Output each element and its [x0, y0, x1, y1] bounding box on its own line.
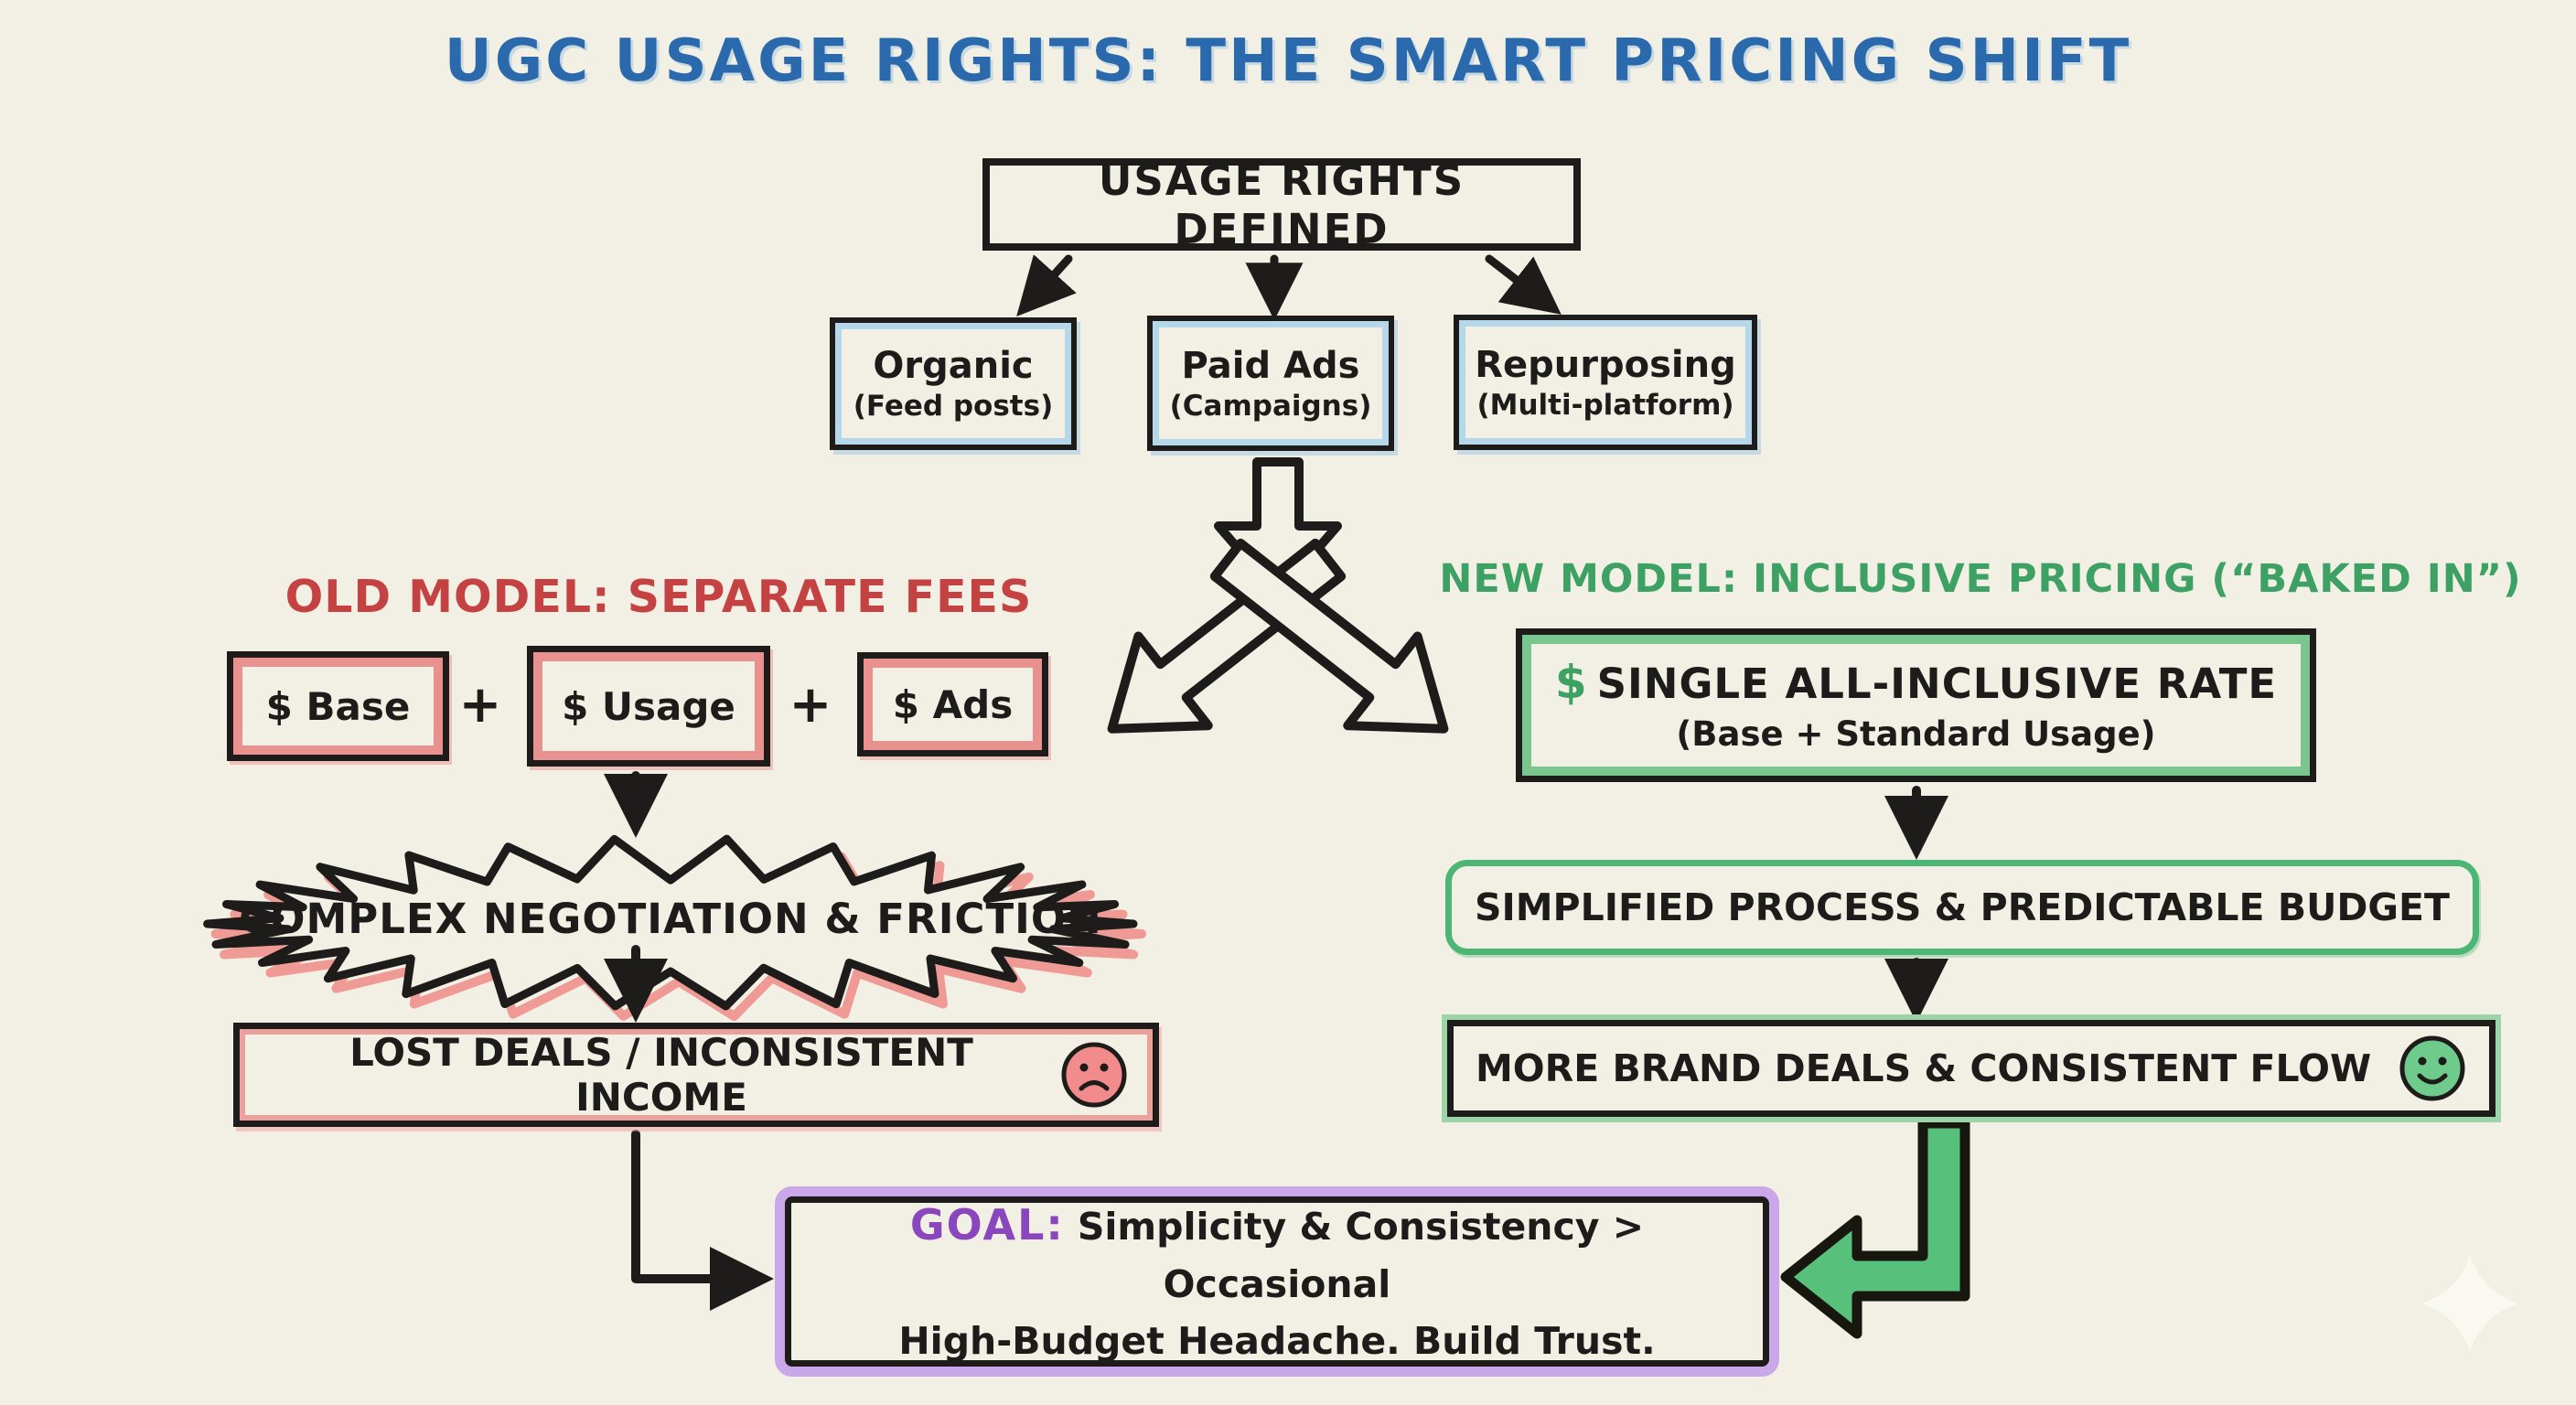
plus-sign: +: [789, 675, 832, 735]
fee-usage-label: $ Usage: [562, 683, 735, 729]
lost-deals-box: LOST DEALS / INCONSISTENT INCOME: [233, 1023, 1159, 1127]
more-brand-deals-label: MORE BRAND DEALS & CONSISTENT FLOW: [1476, 1046, 2372, 1090]
branch-repurposing: Repurposing (Multi-platform): [1454, 315, 1757, 450]
fee-ads-label: $ Ads: [892, 681, 1014, 727]
branch-subtitle: (Campaigns): [1169, 389, 1372, 423]
lost-deals-label: LOST DEALS / INCONSISTENT INCOME: [349, 1030, 973, 1120]
goal-line-1: GOAL: Simplicity & Consistency > Occasion…: [791, 1194, 1763, 1314]
more-brand-deals-box: MORE BRAND DEALS & CONSISTENT FLOW: [1447, 1020, 2496, 1117]
old-model-arrows: [604, 771, 775, 1311]
fee-ads-box: $ Ads: [857, 652, 1048, 756]
split-arrow: [1107, 457, 1449, 734]
branch-title: Repurposing: [1475, 343, 1736, 386]
sparkle-icon: [2421, 1255, 2518, 1352]
goal-line-2: High-Budget Headache. Build Trust.: [898, 1318, 1656, 1363]
usage-rights-defined-box: USAGE RIGHTS DEFINED: [982, 156, 1581, 253]
new-model-heading: NEW MODEL: INCLUSIVE PRICING (“BAKED IN”…: [1439, 556, 2522, 602]
usage-rights-defined-label: USAGE RIGHTS DEFINED: [1098, 156, 1465, 253]
simplified-process-label: SIMPLIFIED PROCESS & PREDICTABLE BUDGET: [1474, 885, 2451, 929]
simplified-process-box: SIMPLIFIED PROCESS & PREDICTABLE BUDGET: [1445, 860, 2479, 955]
smiley-face-icon: [2399, 1035, 2465, 1101]
goal-text-1: Simplicity & Consistency > Occasional: [1077, 1205, 1645, 1306]
dollar-icon: $: [1554, 656, 1588, 710]
branch-arrows: [1016, 254, 1562, 321]
fee-base-box: $ Base: [227, 651, 449, 761]
branch-title: Organic: [873, 345, 1034, 388]
sad-face-icon: [1061, 1042, 1127, 1108]
branch-subtitle: (Feed posts): [853, 390, 1054, 424]
rate-subtitle: (Base + Standard Usage): [1676, 714, 2156, 755]
branch-organic: Organic (Feed posts): [830, 317, 1077, 450]
green-elbow-arrow: [1780, 1118, 1970, 1339]
starburst-outline: [203, 834, 1138, 1011]
goal-box: GOAL: Simplicity & Consistency > Occasion…: [785, 1196, 1769, 1367]
rate-title-line: $ SINGLE ALL-INCLUSIVE RATE: [1555, 653, 2277, 713]
goal-label: GOAL:: [909, 1200, 1065, 1249]
plus-sign: +: [458, 675, 502, 735]
friction-starburst-label: COMPLEX NEGOTIATION & FRICTION: [239, 895, 1102, 943]
all-inclusive-rate-box: $ SINGLE ALL-INCLUSIVE RATE (Base + Stand…: [1516, 628, 2316, 782]
page-title: UGC USAGE RIGHTS: THE SMART PRICING SHIF…: [444, 27, 2132, 95]
fee-usage-box: $ Usage: [527, 646, 770, 767]
branch-paid-ads: Paid Ads (Campaigns): [1147, 316, 1394, 451]
old-model-heading: OLD MODEL: SEPARATE FEES: [284, 571, 1033, 623]
rate-title: SINGLE ALL-INCLUSIVE RATE: [1596, 660, 2278, 709]
fee-base-label: $ Base: [265, 683, 411, 729]
branch-title: Paid Ads: [1181, 344, 1360, 387]
branch-subtitle: (Multi-platform): [1476, 388, 1734, 422]
